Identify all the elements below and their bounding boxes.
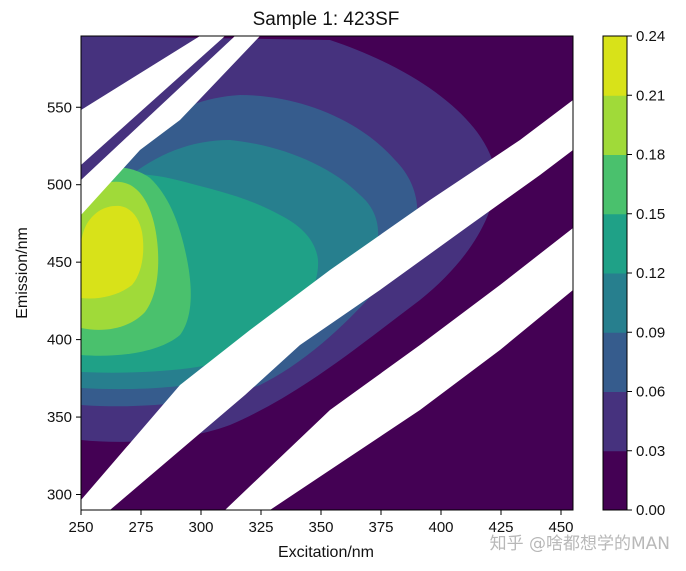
y-axis-label: Emission/nm: [14, 227, 31, 319]
colorbar-tick-label: 0.00: [636, 502, 665, 519]
colorbar-tick-label: 0.18: [636, 147, 665, 164]
chart-title: Sample 1: 423SF: [253, 9, 400, 30]
contour-band-level-7: [81, 205, 144, 299]
colorbar-segment: [603, 154, 627, 215]
colorbar-tick-label: 0.21: [636, 87, 665, 104]
x-tick-label: 400: [428, 519, 453, 536]
colorbar-segment: [603, 391, 627, 452]
colorbar-segment: [603, 213, 627, 274]
mask-band-raman-main: [81, 100, 573, 510]
x-tick-label: 450: [548, 519, 573, 536]
x-tick-label: 350: [308, 519, 333, 536]
colorbar: 0.00 0.03 0.06 0.09 0.12 0.15 0.18 0.21 0.24: [602, 28, 665, 519]
y-tick-label: 300: [47, 487, 72, 504]
colorbar-tick-label: 0.15: [636, 206, 665, 223]
x-tick-label: 300: [188, 519, 213, 536]
colorbar-segment: [603, 95, 627, 155]
y-tick-label: 350: [47, 409, 72, 426]
y-tick-label: 450: [47, 254, 72, 271]
plot-frame: [80, 35, 574, 511]
watermark: 知乎 @啥都想学的MAN: [490, 534, 670, 554]
x-tick-label: 375: [368, 519, 393, 536]
y-tick-label: 500: [47, 177, 72, 194]
y-tick-label: 550: [47, 99, 72, 116]
colorbar-segment: [603, 332, 627, 392]
colorbar-segment: [603, 36, 627, 96]
mask-band-rayleigh-upper: [81, 36, 225, 165]
mask-band-rayleigh-lower: [81, 36, 260, 215]
plot-area: [81, 36, 573, 510]
colorbar-tick-label: 0.03: [636, 443, 665, 460]
contour-bands: [81, 36, 496, 442]
colorbar-segment: [603, 450, 627, 511]
y-tick-label: 400: [47, 332, 72, 349]
colorbar-tick-label: 0.12: [636, 265, 665, 282]
y-axis: 300 350 400 450 500 550: [47, 99, 81, 504]
x-tick-label: 425: [488, 519, 513, 536]
x-tick-label: 275: [128, 519, 153, 536]
colorbar-tick-label: 0.24: [636, 28, 665, 45]
x-axis: 250 275 300 325 350 375 400 425 450: [68, 510, 574, 536]
x-tick-label: 325: [248, 519, 273, 536]
scatter-mask-bands: [81, 36, 573, 510]
x-axis-label: Excitation/nm: [278, 544, 374, 561]
mask-band-second-order: [225, 228, 573, 510]
colorbar-segment: [603, 273, 627, 333]
x-tick-label: 250: [68, 519, 93, 536]
colorbar-tick-label: 0.06: [636, 384, 665, 401]
colorbar-tick-label: 0.09: [636, 324, 665, 341]
